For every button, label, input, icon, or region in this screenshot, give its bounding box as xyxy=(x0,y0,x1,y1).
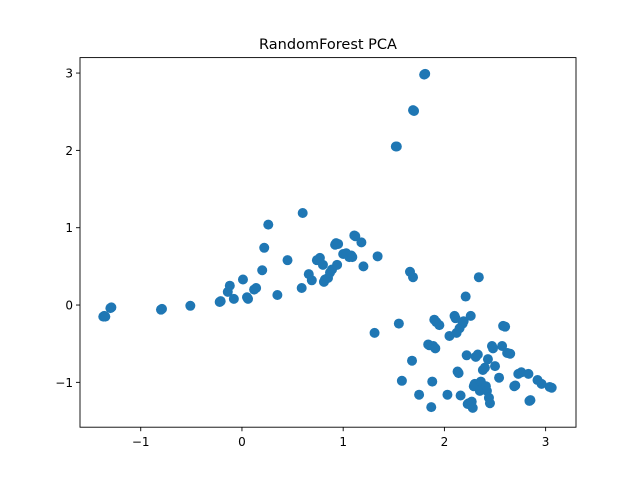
data-point xyxy=(482,354,493,365)
data-point xyxy=(427,376,438,387)
data-point xyxy=(333,238,344,249)
data-point xyxy=(460,291,471,302)
data-point xyxy=(156,303,167,314)
data-point xyxy=(391,141,402,152)
data-point xyxy=(297,208,308,219)
data-point xyxy=(228,293,239,304)
data-point xyxy=(473,272,484,283)
data-point xyxy=(461,350,472,361)
data-point xyxy=(414,389,425,400)
data-point xyxy=(484,398,495,409)
data-point xyxy=(505,348,516,359)
data-point xyxy=(442,389,453,400)
data-point xyxy=(106,302,117,313)
data-point xyxy=(525,395,536,406)
y-tick-label: 0 xyxy=(65,299,73,313)
data-point xyxy=(296,283,307,294)
data-point xyxy=(215,296,226,307)
y-tick-label: 2 xyxy=(65,144,73,158)
data-point xyxy=(347,252,358,263)
data-point xyxy=(317,259,328,270)
data-point xyxy=(465,310,476,321)
data-point xyxy=(420,68,431,79)
x-tick-label: 2 xyxy=(441,435,449,449)
data-point xyxy=(263,219,274,230)
data-point xyxy=(479,362,490,373)
data-point xyxy=(259,242,270,253)
data-point xyxy=(523,368,534,379)
data-point xyxy=(257,265,268,276)
data-point xyxy=(409,105,420,116)
data-point xyxy=(450,313,461,324)
data-point xyxy=(251,283,262,294)
data-point xyxy=(490,361,501,372)
data-point xyxy=(393,318,404,329)
data-point xyxy=(407,355,418,366)
data-point xyxy=(358,261,369,272)
data-point xyxy=(185,300,196,311)
y-tick-label: 3 xyxy=(65,67,73,81)
data-point xyxy=(426,402,437,413)
data-point xyxy=(282,255,293,266)
data-points xyxy=(98,68,557,413)
data-point xyxy=(306,275,317,286)
x-tick-label: 0 xyxy=(238,435,246,449)
data-point xyxy=(455,390,466,401)
x-tick-label: 3 xyxy=(542,435,550,449)
data-point xyxy=(369,327,380,338)
data-point xyxy=(467,402,478,413)
y-tick-label: −1 xyxy=(55,376,73,390)
data-point xyxy=(430,343,441,354)
data-point xyxy=(224,280,235,291)
data-point xyxy=(434,320,445,331)
data-point xyxy=(100,311,111,322)
data-point xyxy=(500,321,511,332)
data-point xyxy=(488,343,498,354)
data-point xyxy=(458,316,469,327)
y-axis: −1 0 1 2 3 xyxy=(55,67,80,390)
y-tick-label: 1 xyxy=(65,221,73,235)
data-point xyxy=(332,259,343,270)
data-point xyxy=(372,251,383,262)
data-point xyxy=(536,378,547,389)
data-point xyxy=(356,237,367,248)
chart-title: RandomForest PCA xyxy=(259,37,397,53)
data-point xyxy=(350,231,361,242)
x-axis: −1 0 1 2 3 xyxy=(132,427,550,449)
data-point xyxy=(243,293,254,304)
data-point xyxy=(396,375,407,386)
data-point xyxy=(497,341,508,352)
data-point xyxy=(546,382,557,393)
data-point xyxy=(408,272,419,283)
plot-area-frame xyxy=(79,57,577,428)
data-point xyxy=(472,349,483,360)
data-point xyxy=(510,380,521,391)
x-tick-label: 1 xyxy=(339,435,347,449)
data-point xyxy=(272,289,283,300)
data-point xyxy=(453,368,464,379)
x-tick-label: −1 xyxy=(132,435,150,449)
data-point xyxy=(237,274,248,285)
data-point xyxy=(494,372,505,383)
